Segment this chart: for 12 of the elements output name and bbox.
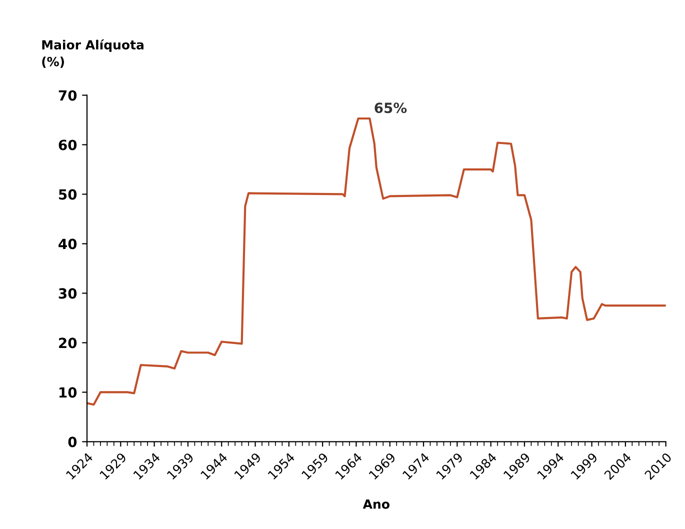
y-tick-label: 50 [59, 189, 77, 200]
y-tick-label: 60 [58, 140, 77, 150]
y-tick-label: 30 [58, 288, 77, 299]
y-tick-label: 10 [60, 387, 77, 398]
y-tick-label: 70 [58, 90, 77, 101]
y-tick-label: 40 [58, 238, 77, 250]
y-tick-label: 0 [68, 436, 77, 448]
line-series [86, 117, 666, 406]
y-axis-title: Maior Alíquota (%) [42, 39, 144, 68]
x-axis-title: Ano [362, 500, 390, 509]
y-tick-label: 20 [59, 338, 77, 348]
annotation: 65% [374, 102, 407, 114]
